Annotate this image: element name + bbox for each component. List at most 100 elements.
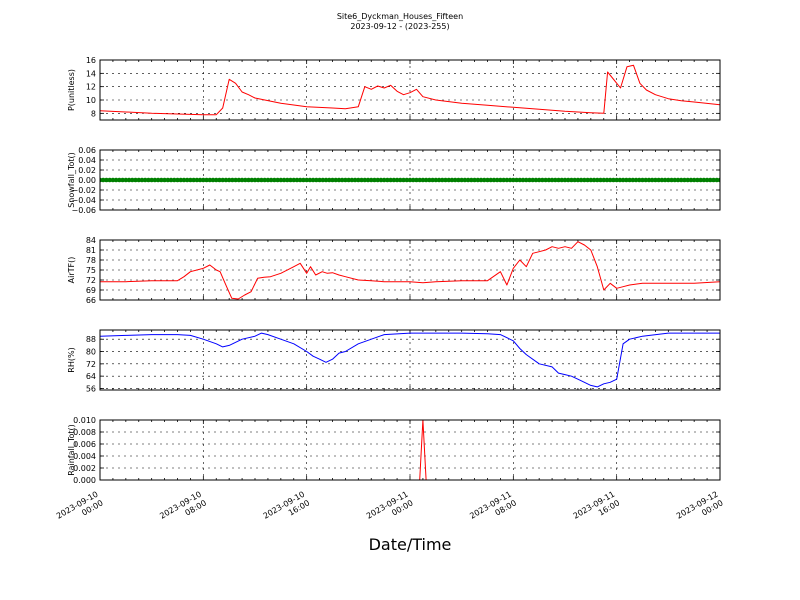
data-point	[517, 177, 523, 183]
data-point	[708, 177, 713, 183]
y-tick-label: −0.02	[71, 186, 96, 195]
y-tick-label: 81	[86, 246, 96, 255]
data-point	[223, 177, 229, 183]
data-point	[427, 177, 432, 183]
y-tick-label: 0.02	[78, 166, 96, 175]
data-point	[540, 177, 545, 183]
data-point	[456, 177, 461, 183]
data-point	[391, 177, 397, 183]
y-tick-label: 10	[86, 96, 96, 105]
data-point	[643, 177, 649, 183]
data-point	[136, 177, 142, 183]
data-point	[188, 177, 193, 183]
data-point	[226, 177, 232, 183]
data-point	[155, 177, 161, 183]
data-point	[649, 177, 655, 183]
y-tick-label: −0.06	[71, 206, 96, 215]
data-point	[469, 177, 474, 183]
data-point	[356, 177, 361, 183]
data-point	[569, 177, 574, 183]
data-point	[520, 177, 526, 183]
chart-panels: 810121416P(unitless)−0.06−0.04−0.020.000…	[67, 56, 721, 485]
data-point	[439, 177, 445, 183]
data-point	[320, 177, 326, 183]
data-point	[578, 177, 584, 183]
data-point	[565, 177, 571, 183]
data-point	[485, 177, 490, 183]
data-point	[398, 177, 403, 183]
data-point	[343, 177, 348, 183]
data-point	[407, 177, 413, 183]
data-point	[533, 177, 539, 183]
data-point	[152, 177, 158, 183]
data-point	[646, 177, 652, 183]
data-point	[662, 177, 668, 183]
data-point	[640, 177, 645, 183]
data-point	[246, 177, 251, 183]
data-point	[113, 177, 119, 183]
panel-4: 56 64 72 80 88 RH(%)	[67, 329, 721, 393]
y-tick-label: 72	[86, 360, 96, 369]
data-point	[217, 177, 222, 183]
y-tick-label: 56	[86, 384, 96, 393]
data-point	[120, 177, 125, 183]
data-point	[536, 177, 542, 183]
data-point	[346, 177, 351, 183]
data-point	[572, 177, 577, 183]
data-point	[162, 177, 167, 183]
data-point	[695, 177, 700, 183]
y-tick-label: 80	[86, 348, 96, 357]
data-point	[181, 177, 187, 183]
data-point	[430, 177, 435, 183]
data-point	[594, 177, 600, 183]
data-point	[207, 177, 213, 183]
data-point	[701, 177, 707, 183]
data-point	[714, 177, 720, 183]
series-1	[100, 64, 720, 116]
data-point	[559, 177, 565, 183]
data-point	[636, 177, 642, 183]
data-point	[233, 177, 238, 183]
data-point	[678, 177, 684, 183]
data-point	[462, 177, 468, 183]
data-point	[711, 177, 716, 183]
data-point	[598, 177, 603, 183]
data-point	[507, 177, 513, 183]
data-point	[582, 177, 587, 183]
data-point	[230, 177, 235, 183]
data-point	[501, 177, 506, 183]
data-point	[268, 177, 274, 183]
data-point	[614, 177, 619, 183]
data-point	[585, 177, 590, 183]
data-point	[139, 177, 145, 183]
data-point	[491, 177, 497, 183]
data-point	[633, 177, 639, 183]
data-point	[691, 177, 697, 183]
data-point	[601, 177, 607, 183]
data-point	[301, 177, 306, 183]
data-point	[388, 177, 393, 183]
data-point	[481, 177, 487, 183]
data-point	[414, 177, 419, 183]
data-point	[553, 177, 558, 183]
grid-lines	[99, 59, 721, 120]
data-point	[423, 177, 429, 183]
data-point	[104, 177, 109, 183]
grid-lines	[99, 239, 721, 301]
y-tick-label: 0.006	[73, 440, 96, 449]
data-point	[446, 177, 452, 183]
axes-frame	[99, 149, 721, 211]
y-tick-label: 12	[86, 83, 96, 92]
data-point	[504, 177, 510, 183]
data-point	[339, 177, 345, 183]
data-point	[562, 177, 568, 183]
data-point	[220, 177, 226, 183]
data-point	[239, 177, 245, 183]
data-point	[401, 177, 406, 183]
data-point	[175, 177, 180, 183]
data-point	[378, 177, 384, 183]
data-point	[530, 177, 536, 183]
data-point	[288, 177, 293, 183]
